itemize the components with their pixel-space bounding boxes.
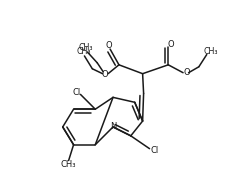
Text: Cl: Cl [150, 146, 158, 155]
Text: Cl: Cl [73, 88, 81, 97]
Text: CH₃: CH₃ [203, 47, 217, 56]
Text: O: O [183, 68, 189, 77]
Text: CH₃: CH₃ [78, 43, 93, 52]
Text: O: O [167, 40, 174, 49]
Text: CH₃: CH₃ [61, 160, 76, 169]
Text: O: O [105, 41, 112, 50]
Text: CH₃: CH₃ [76, 47, 90, 56]
Text: N: N [109, 122, 116, 131]
Text: O: O [101, 70, 107, 79]
